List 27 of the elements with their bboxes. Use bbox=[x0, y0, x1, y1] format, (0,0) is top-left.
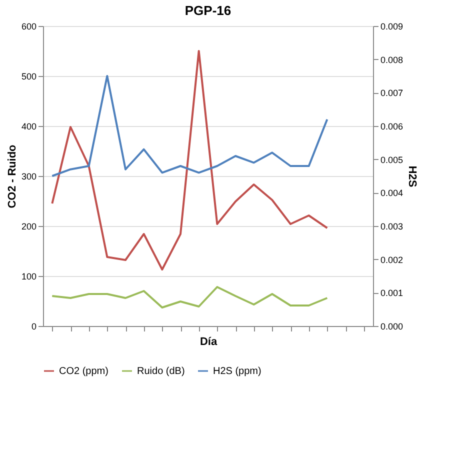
y2-tick-label: 0.003 bbox=[380, 222, 404, 232]
y-tick-label: 100 bbox=[21, 272, 36, 282]
y2-tick-label: 0.005 bbox=[380, 154, 404, 165]
line-series bbox=[51, 50, 328, 270]
y2-tick-label: 0.000 bbox=[380, 322, 404, 332]
y2-tick-label: 0.008 bbox=[380, 54, 404, 65]
x-axis-title: Día bbox=[200, 336, 218, 348]
y-tick-label: 0 bbox=[31, 322, 36, 332]
y2-axis-title: H2S bbox=[406, 166, 418, 188]
line-series bbox=[51, 286, 328, 308]
legend-label: Ruido (dB) bbox=[137, 366, 185, 377]
line-series bbox=[51, 75, 328, 177]
y-tick-label: 400 bbox=[21, 122, 36, 132]
y-tick-label: 200 bbox=[21, 222, 36, 232]
y2-tick-label: 0.006 bbox=[380, 122, 404, 132]
y2-tick-label: 0.009 bbox=[380, 22, 404, 32]
y-axis-title: CO2 - Ruido bbox=[6, 144, 18, 208]
legend-label: CO2 (ppm) bbox=[59, 366, 108, 377]
chart-title: PGP-16 bbox=[184, 3, 232, 18]
legend-label: H2S (ppm) bbox=[213, 366, 262, 377]
y-tick-label: 500 bbox=[21, 72, 36, 82]
y-tick-label: 600 bbox=[21, 22, 36, 32]
y-tick-label: 300 bbox=[21, 172, 36, 182]
y2-tick-label: 0.004 bbox=[380, 188, 404, 198]
y2-tick-label: 0.001 bbox=[380, 288, 404, 298]
y2-tick-label: 0.007 bbox=[380, 88, 404, 98]
y2-tick-label: 0.002 bbox=[380, 254, 404, 265]
